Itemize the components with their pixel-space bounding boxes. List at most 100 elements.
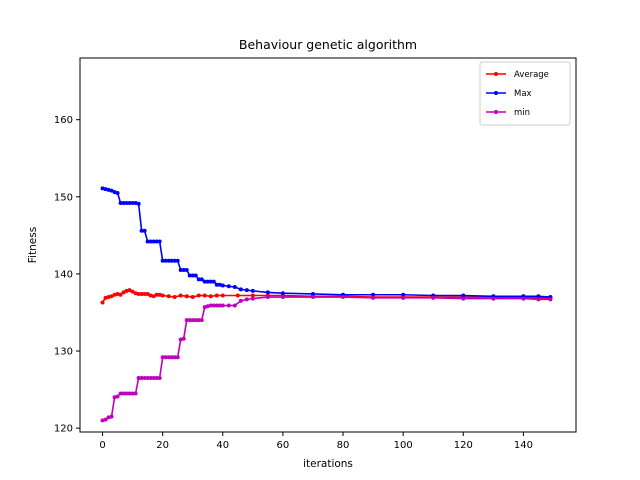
data-point-max — [169, 258, 174, 263]
data-point-max — [181, 268, 186, 273]
data-point-min — [172, 355, 177, 360]
data-point-max — [178, 268, 183, 273]
data-point-min — [133, 391, 138, 396]
data-point-min — [100, 418, 105, 423]
data-point-min — [193, 318, 198, 323]
data-point-min — [112, 395, 117, 400]
data-point-average — [151, 294, 156, 299]
data-point-max — [199, 277, 204, 282]
data-point-average — [139, 291, 144, 296]
legend-label-average: Average — [514, 70, 549, 80]
data-point-average — [121, 290, 126, 295]
data-point-max — [280, 291, 285, 296]
data-point-max — [121, 200, 126, 205]
data-point-average — [166, 294, 171, 299]
data-point-max — [371, 292, 376, 297]
data-point-average — [130, 289, 135, 294]
data-point-min — [121, 391, 126, 396]
data-point-min — [214, 303, 219, 308]
data-point-max — [193, 273, 198, 278]
data-point-max — [214, 282, 219, 287]
data-point-min — [341, 295, 346, 300]
x-tick-label: 80 — [337, 440, 350, 451]
x-tick-label: 140 — [514, 440, 533, 451]
legend-label-max: Max — [514, 89, 532, 99]
data-point-min — [160, 355, 165, 360]
data-point-min — [217, 303, 222, 308]
x-tick-label: 100 — [394, 440, 413, 451]
data-point-max — [250, 288, 255, 293]
data-point-max — [157, 239, 162, 244]
data-point-min — [136, 376, 141, 381]
data-point-min — [106, 415, 111, 420]
x-axis-ticks: 0 20 40 60 80 100 120 140 — [99, 432, 533, 451]
legend-item-min: min — [486, 108, 530, 118]
data-point-min — [211, 303, 216, 308]
data-point-min — [187, 318, 192, 323]
data-point-min — [220, 303, 225, 308]
data-point-min — [244, 297, 249, 302]
data-point-max — [160, 258, 165, 263]
data-point-min — [250, 296, 255, 301]
data-point-average — [118, 292, 123, 297]
x-tick-label: 120 — [454, 440, 473, 451]
data-point-max — [127, 200, 132, 205]
data-point-max — [154, 239, 159, 244]
data-point-min — [536, 297, 541, 302]
series-max — [100, 186, 553, 300]
data-point-min — [142, 376, 147, 381]
data-point-max — [232, 285, 237, 290]
data-point-max — [109, 188, 114, 193]
data-point-min — [181, 336, 186, 341]
data-point-max — [211, 279, 216, 284]
data-point-max — [208, 279, 213, 284]
x-tick-label: 0 — [99, 440, 105, 451]
legend-marker-average — [494, 72, 498, 76]
data-point-min — [431, 295, 436, 300]
data-point-min — [184, 318, 189, 323]
data-point-average — [220, 293, 225, 298]
data-point-max — [163, 258, 168, 263]
data-point-min — [401, 295, 406, 300]
data-point-max — [133, 200, 138, 205]
data-point-average — [124, 288, 129, 293]
data-point-max — [220, 283, 225, 288]
data-point-max — [244, 288, 249, 293]
legend: Average Max min — [479, 61, 571, 126]
data-point-min — [371, 295, 376, 300]
legend-label-min: min — [514, 108, 530, 118]
data-point-min — [130, 391, 135, 396]
data-point-average — [100, 300, 105, 305]
data-point-max — [202, 279, 207, 284]
legend-marker-min — [494, 110, 498, 114]
data-point-max — [190, 273, 195, 278]
data-point-max — [175, 258, 180, 263]
y-axis-label: Fitness — [27, 227, 39, 263]
data-point-min — [461, 296, 466, 301]
data-point-min — [145, 376, 150, 381]
data-point-min — [139, 376, 144, 381]
data-point-min — [178, 337, 183, 342]
data-point-max — [310, 291, 315, 296]
data-point-average — [136, 291, 141, 296]
data-point-min — [166, 355, 171, 360]
data-point-min — [202, 305, 207, 310]
data-point-min — [103, 417, 108, 422]
data-point-average — [154, 292, 159, 297]
data-point-max — [265, 290, 270, 295]
data-point-max — [401, 292, 406, 297]
data-point-min — [175, 355, 180, 360]
data-point-max — [130, 200, 135, 205]
data-point-max — [100, 186, 105, 191]
x-tick-label: 40 — [216, 440, 229, 451]
data-point-min — [148, 376, 153, 381]
data-point-average — [172, 295, 177, 300]
data-point-max — [106, 187, 111, 192]
data-point-min — [154, 376, 159, 381]
x-axis-label: iterations — [303, 458, 353, 470]
data-point-min — [238, 298, 243, 303]
data-point-min — [199, 318, 204, 323]
data-point-max — [124, 200, 129, 205]
data-point-max — [115, 190, 120, 195]
